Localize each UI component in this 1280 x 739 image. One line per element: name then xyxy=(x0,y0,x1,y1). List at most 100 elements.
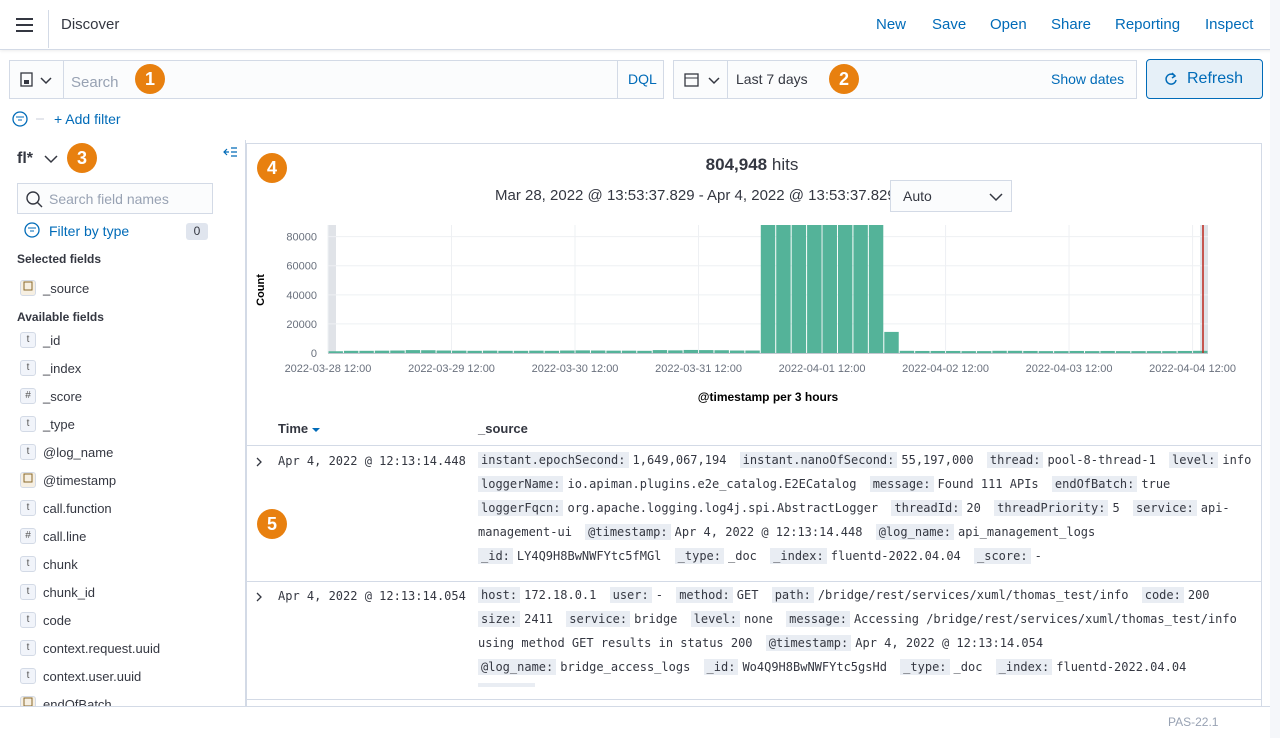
collapse-icon[interactable] xyxy=(222,146,238,160)
field[interactable]: t chunk_id xyxy=(20,581,95,603)
divider xyxy=(48,10,49,48)
interval: Auto xyxy=(903,188,932,204)
field-key: _type: xyxy=(900,659,950,675)
field-key: loggerFqcn: xyxy=(478,500,564,516)
hit-count: 804,948 hits xyxy=(0,155,1280,175)
bar xyxy=(606,350,621,353)
query-input[interactable]: Search DQL xyxy=(9,60,664,99)
bar xyxy=(1115,351,1131,353)
menu-button[interactable] xyxy=(16,17,34,33)
bar xyxy=(452,350,467,353)
saved-query-icon[interactable] xyxy=(19,71,59,89)
field-key: instant.nanoOfSecond: xyxy=(739,452,898,468)
out-of-range xyxy=(328,225,336,353)
field-value: _doc xyxy=(953,660,983,674)
field-name: _index xyxy=(43,360,82,376)
field[interactable]: t context.user.uuid xyxy=(20,665,141,687)
bar xyxy=(436,350,452,353)
field-type-icon: t xyxy=(20,444,36,460)
x-tick-label: 2022-04-02 12:00 xyxy=(902,363,989,375)
field-key: _index: xyxy=(995,659,1053,675)
field[interactable]: t _id xyxy=(20,329,60,351)
field-key: @log_name: xyxy=(478,659,557,675)
marker: 2 xyxy=(829,64,859,94)
bar xyxy=(776,225,791,353)
menu-item[interactable]: Reporting xyxy=(1115,16,1181,33)
field-name: call.line xyxy=(43,528,87,544)
marker: 3 xyxy=(67,143,97,173)
bar xyxy=(884,331,899,353)
field-type-icon: t xyxy=(20,640,36,656)
index-pattern[interactable]: fl* xyxy=(17,150,33,167)
field-type-icon xyxy=(20,280,36,296)
bar xyxy=(575,350,590,353)
field-key: service: xyxy=(1132,500,1197,516)
interval-select[interactable]: Auto xyxy=(890,180,1012,212)
document-source: host: 172.18.0.1 user: - method: GET path: /… xyxy=(478,583,1258,687)
field[interactable]: # _score xyxy=(20,385,82,407)
divider xyxy=(63,61,64,98)
field-value: fluentd-2022.04.04 xyxy=(1056,660,1187,674)
scrollbar xyxy=(1270,0,1280,738)
menu-item[interactable]: Inspect xyxy=(1205,16,1254,33)
expand-toggle[interactable] xyxy=(255,592,263,602)
bar xyxy=(930,350,946,353)
chevron[interactable] xyxy=(44,154,58,164)
marker: 1 xyxy=(135,64,165,94)
y-tick-label: 40000 xyxy=(286,290,317,302)
filter-icon[interactable] xyxy=(12,111,48,127)
refresh-button[interactable]: Refresh xyxy=(1146,59,1263,99)
field[interactable]: @timestamp xyxy=(20,469,116,491)
field[interactable]: t _index xyxy=(20,357,81,379)
field-type-icon: t xyxy=(20,668,36,684)
field-value: Apr 4, 2022 @ 12:13:14.054 xyxy=(855,636,1044,650)
date-picker[interactable]: Last 7 days Show dates xyxy=(673,60,1137,99)
field[interactable]: endOfBatch xyxy=(20,693,112,706)
field-key: loggerName: xyxy=(478,476,564,492)
field-value: - xyxy=(655,588,663,602)
field-key: service: xyxy=(566,611,631,627)
menu-item[interactable]: Share xyxy=(1051,16,1092,33)
field[interactable]: t call.function xyxy=(20,497,112,519)
field-name: @timestamp xyxy=(43,472,117,488)
field[interactable]: _source xyxy=(20,277,89,299)
filter-by-type[interactable]: Filter by type xyxy=(49,223,130,239)
field[interactable]: t code xyxy=(20,609,71,631)
expand-toggle[interactable] xyxy=(255,457,263,467)
show-dates[interactable]: Show dates xyxy=(1051,71,1125,87)
field-key: @timestamp: xyxy=(585,524,671,540)
field-value: - xyxy=(1034,549,1042,563)
field[interactable]: t context.request.uuid xyxy=(20,637,160,659)
bar xyxy=(961,351,976,353)
field-name: endOfBatch xyxy=(43,696,112,707)
field-key: host: xyxy=(478,587,521,603)
field[interactable]: t @log_name xyxy=(20,441,113,463)
add-filter[interactable]: + Add filter xyxy=(54,111,121,127)
hits-label: hits xyxy=(771,155,799,174)
menu-item[interactable]: Save xyxy=(932,16,967,33)
bar xyxy=(791,225,807,353)
sort-icon xyxy=(311,428,320,432)
field-key: _id: xyxy=(478,548,513,564)
column-header[interactable]: Time xyxy=(278,421,320,436)
bar xyxy=(590,350,606,353)
field-value: 20 xyxy=(966,501,981,515)
menu-item[interactable]: New xyxy=(876,16,907,33)
section-title: Selected fields xyxy=(17,252,102,266)
field-search[interactable]: Search field names xyxy=(17,183,213,214)
document-row: Apr 4, 2022 @ 12:13:14.054 host: 172.18.0.… xyxy=(246,581,1262,700)
field-key: _score: xyxy=(974,548,1031,564)
field-name: _score xyxy=(43,388,83,404)
results-panel xyxy=(246,143,1262,706)
field[interactable]: t chunk xyxy=(20,553,78,575)
field[interactable]: t _type xyxy=(20,413,75,435)
field[interactable]: # call.line xyxy=(20,525,86,547)
field-key: threadId: xyxy=(891,500,963,516)
field-type-icon: t xyxy=(20,584,36,600)
menu-item[interactable]: Open xyxy=(990,16,1027,33)
bar xyxy=(421,350,436,353)
calendar-icon[interactable] xyxy=(683,71,723,89)
filter-type-icon xyxy=(24,222,40,238)
query-language[interactable]: DQL xyxy=(628,71,657,87)
